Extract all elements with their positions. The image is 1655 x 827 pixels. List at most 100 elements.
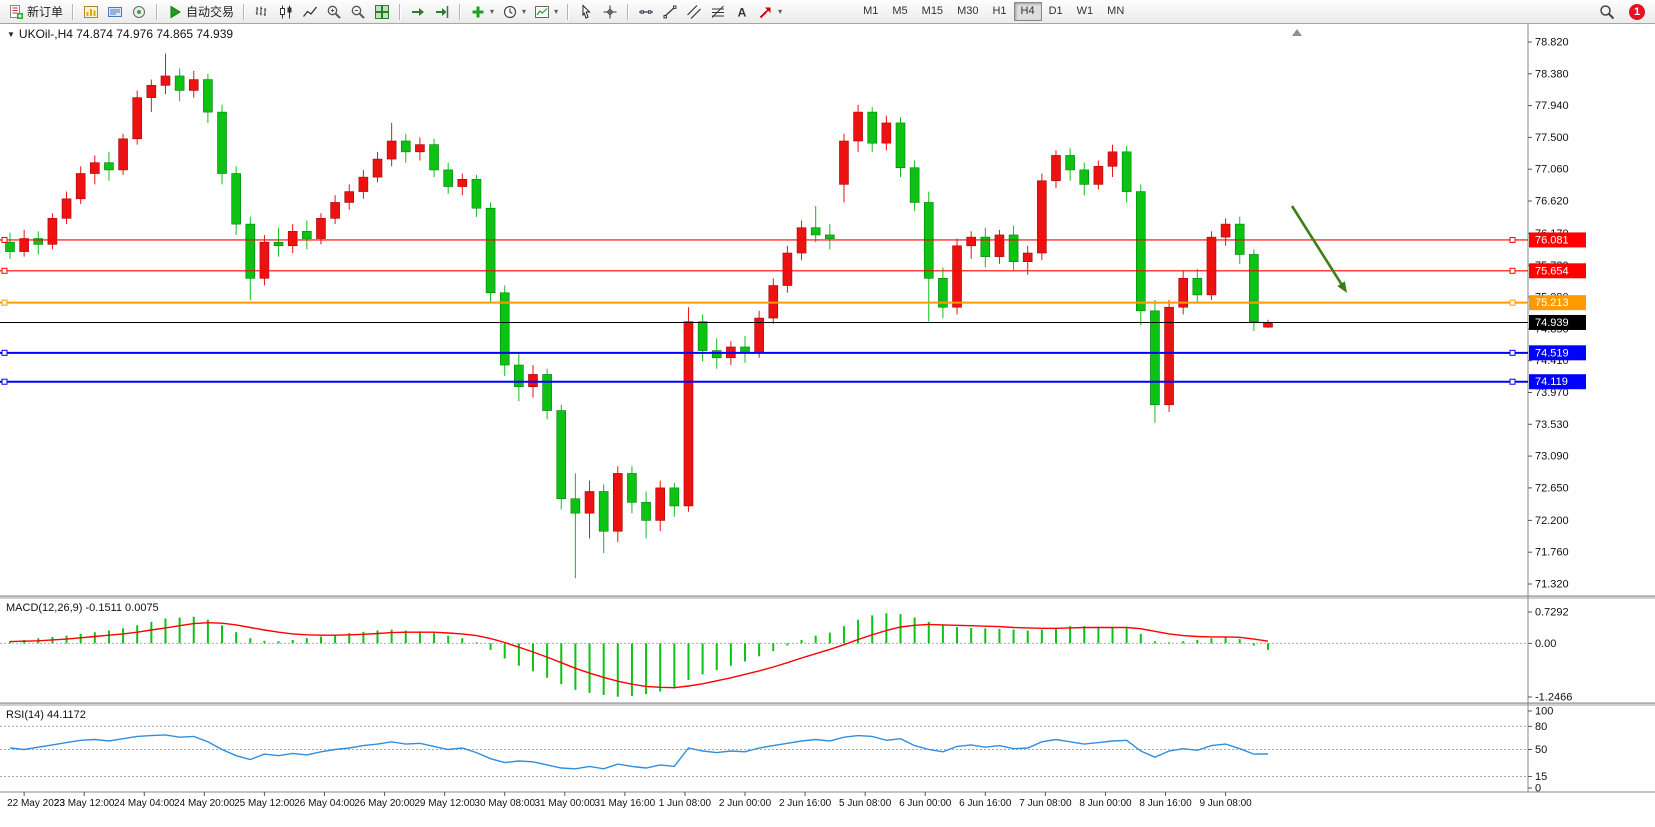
svg-text:29 May 12:00: 29 May 12:00: [414, 798, 475, 809]
zoom-in-button[interactable]: [322, 1, 346, 23]
svg-text:25 May 12:00: 25 May 12:00: [234, 798, 295, 809]
equidistant-channel-icon: [687, 4, 702, 19]
svg-text:6 Jun 16:00: 6 Jun 16:00: [959, 798, 1012, 809]
horizontal-line-button[interactable]: [634, 1, 658, 23]
indicators-button[interactable]: ▾: [466, 1, 498, 23]
toolbar-separator: [243, 3, 246, 20]
hline-76.081[interactable]: [0, 236, 1528, 243]
svg-text:31 May 00:00: 31 May 00:00: [534, 798, 595, 809]
svg-text:100: 100: [1535, 706, 1553, 718]
svg-text:76.081: 76.081: [1535, 234, 1569, 246]
search-icon: [1600, 4, 1615, 19]
svg-text:26 May 20:00: 26 May 20:00: [354, 798, 415, 809]
hline-75.213[interactable]: [0, 299, 1528, 306]
notification-badge[interactable]: 1: [1629, 3, 1645, 20]
auto-scroll-button[interactable]: [406, 1, 430, 23]
timeframe-m30[interactable]: M30: [957, 5, 979, 17]
rsi-panel: 100 80 50 150: [0, 706, 1553, 795]
svg-text:78.380: 78.380: [1535, 68, 1569, 80]
hline-74.519[interactable]: [0, 349, 1528, 356]
line-chart-mode-button[interactable]: [298, 1, 322, 23]
panel-separator[interactable]: [0, 596, 1655, 599]
new-order-label: 新订单: [27, 5, 64, 19]
new-order-button[interactable]: 新订单: [4, 1, 67, 23]
timeframe-mn[interactable]: MN: [1107, 5, 1125, 17]
svg-text:23 May 12:00: 23 May 12:00: [54, 798, 115, 809]
svg-text:24 May 20:00: 24 May 20:00: [174, 798, 235, 809]
timeframe-d1[interactable]: D1: [1048, 5, 1063, 17]
svg-text:77.060: 77.060: [1535, 164, 1569, 176]
hline-74.119[interactable]: [0, 378, 1528, 385]
toolbar-separator: [156, 3, 159, 20]
arrows-icon: [759, 7, 771, 18]
svg-text:73.970: 73.970: [1535, 387, 1569, 399]
price-badge-75.213: 75.213: [1529, 295, 1586, 311]
periods-button[interactable]: ▾: [498, 1, 530, 23]
svg-text:8 Jun 16:00: 8 Jun 16:00: [1139, 798, 1192, 809]
svg-text:78.820: 78.820: [1535, 37, 1569, 49]
new-chart-button[interactable]: [79, 1, 103, 23]
timeframe-m1[interactable]: M1: [863, 5, 879, 17]
zoom-out-button[interactable]: [346, 1, 370, 23]
panel-separator[interactable]: [0, 703, 1655, 706]
auto-trading-button[interactable]: 自动交易: [163, 1, 238, 23]
search-button[interactable]: [1595, 1, 1619, 23]
equidistant-channel-button[interactable]: [682, 1, 706, 23]
svg-text:5 Jun 08:00: 5 Jun 08:00: [839, 798, 892, 809]
svg-text:74.119: 74.119: [1535, 376, 1568, 388]
svg-text:-1.2466: -1.2466: [1535, 692, 1572, 704]
toolbar-separator: [459, 3, 462, 20]
timeframe-h4[interactable]: H4: [1013, 2, 1042, 21]
svg-text:22 May 2023: 22 May 2023: [7, 798, 65, 809]
chart-shift-button[interactable]: [430, 1, 454, 23]
timeframe-m15[interactable]: M15: [921, 5, 944, 17]
chart-symbol-title: ▼ UKOil-,H4 74.874 74.976 74.865 74.939: [7, 27, 233, 41]
toolbar-separator: [567, 3, 570, 20]
trendline-button[interactable]: [658, 1, 682, 23]
toolbar-right: 1: [1595, 1, 1651, 23]
timeframe-group: M1 M5 M15 M30 H1 H4 D1 W1 MN: [856, 2, 1131, 21]
arrows-button[interactable]: ▾: [754, 1, 786, 23]
chart-plot-area[interactable]: [0, 24, 1528, 792]
tile-windows-button[interactable]: [370, 1, 394, 23]
timeframe-h1[interactable]: H1: [992, 5, 1007, 17]
rsi-title: RSI(14) 44.1172: [6, 709, 86, 721]
svg-text:24 May 04:00: 24 May 04:00: [114, 798, 175, 809]
candlestick-series: [5, 53, 1273, 579]
price-axis-labels: 78.82078.38077.94077.50077.06076.62076.1…: [1528, 37, 1569, 591]
macd-histogram: [9, 613, 1269, 697]
chart-shift-marker[interactable]: [1292, 29, 1302, 36]
timeframe-m5[interactable]: M5: [892, 5, 908, 17]
cursor-button[interactable]: [574, 1, 598, 23]
crosshair-button[interactable]: [598, 1, 622, 23]
candlestick-mode-button[interactable]: [274, 1, 298, 23]
svg-text:0.7292: 0.7292: [1535, 607, 1569, 619]
svg-text:77.940: 77.940: [1535, 100, 1569, 112]
data-window-button[interactable]: [127, 1, 151, 23]
auto-scroll-icon: [412, 7, 425, 16]
macd-title: MACD(12,26,9) -0.1511 0.0075: [6, 602, 159, 614]
auto-trading-label: 自动交易: [186, 5, 235, 19]
zoom-out-icon: [351, 5, 365, 19]
periods-caret-icon: ▾: [522, 7, 527, 16]
svg-text:74.939: 74.939: [1535, 317, 1569, 329]
rsi-title-text: RSI(14): [6, 709, 44, 721]
timeframe-w1[interactable]: W1: [1076, 5, 1094, 17]
symbol-menu-icon[interactable]: ▼: [7, 30, 15, 39]
toolbar-separator: [399, 3, 402, 20]
text-label-button[interactable]: A: [730, 1, 754, 23]
bar-chart-mode-button[interactable]: [250, 1, 274, 23]
rsi-value-text: 44.1172: [46, 709, 86, 721]
cursor-icon: [582, 3, 591, 19]
toolbar: 新订单 自动交易 ▾ ▾ ▾ A ▾ M1 M5 M15 M30 H1 H4 D1 W1 MN 1: [0, 0, 1655, 24]
hline-75.654[interactable]: [0, 267, 1528, 274]
zoom-in-icon: [327, 5, 341, 19]
svg-text:15: 15: [1535, 771, 1547, 783]
new-chart-icon: [84, 5, 99, 18]
trend-arrow-annotation[interactable]: [1290, 205, 1347, 293]
templates-button[interactable]: ▾: [530, 1, 562, 23]
fibonacci-button[interactable]: [706, 1, 730, 23]
candlestick-mode-icon: [280, 5, 292, 18]
profiles-button[interactable]: [103, 1, 127, 23]
